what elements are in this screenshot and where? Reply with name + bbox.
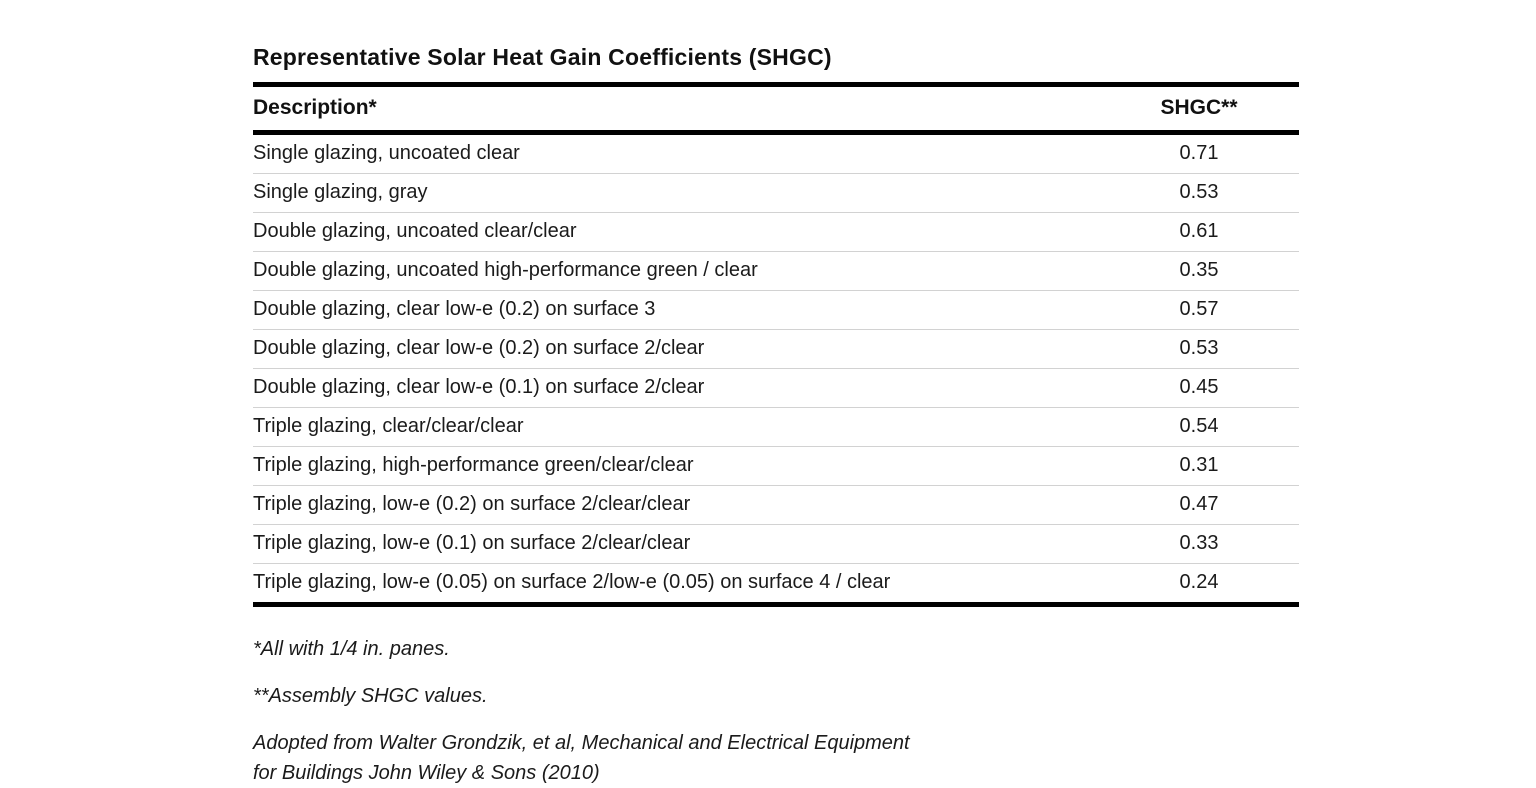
table-row: Triple glazing, high-performance green/c… xyxy=(253,446,1299,486)
footnote-source-line2: for Buildings John Wiley & Sons (2010) xyxy=(253,762,600,784)
table-row: Triple glazing, low-e (0.05) on surface … xyxy=(253,564,1299,605)
row-description: Single glazing, gray xyxy=(253,173,1099,213)
table-title: Representative Solar Heat Gain Coefficie… xyxy=(253,44,832,70)
row-description: Triple glazing, high-performance green/c… xyxy=(253,446,1099,486)
row-shgc-value: 0.53 xyxy=(1099,173,1299,213)
table-row: Single glazing, gray 0.53 xyxy=(253,173,1299,213)
table-row: Single glazing, uncoated clear 0.71 xyxy=(253,132,1299,174)
footnote-source-line1: Adopted from Walter Grondzik, et al, Mec… xyxy=(253,732,910,754)
row-shgc-value: 0.54 xyxy=(1099,407,1299,447)
table-row: Triple glazing, low-e (0.1) on surface 2… xyxy=(253,524,1299,564)
row-description: Double glazing, clear low-e (0.2) on sur… xyxy=(253,329,1099,369)
footnotes: *All with 1/4 in. panes. **Assembly SHGC… xyxy=(253,634,1299,788)
table-body: Single glazing, uncoated clear 0.71 Single… xyxy=(253,132,1299,605)
row-description: Double glazing, clear low-e (0.2) on sur… xyxy=(253,290,1099,330)
row-description: Triple glazing, low-e (0.2) on surface 2… xyxy=(253,485,1099,525)
table-header-row: Description* SHGC** xyxy=(253,84,1299,135)
row-shgc-value: 0.57 xyxy=(1099,290,1299,330)
footnote-assembly: **Assembly SHGC values. xyxy=(253,685,488,707)
row-description: Triple glazing, clear/clear/clear xyxy=(253,407,1099,447)
row-shgc-value: 0.53 xyxy=(1099,329,1299,369)
table-row: Triple glazing, clear/clear/clear 0.54 xyxy=(253,407,1299,447)
row-shgc-value: 0.45 xyxy=(1099,368,1299,408)
column-header-description: Description* xyxy=(253,84,1099,135)
document-content: Representative Solar Heat Gain Coefficie… xyxy=(253,44,1299,788)
row-description: Double glazing, uncoated clear/clear xyxy=(253,212,1099,252)
shgc-table: Description* SHGC** Single glazing, unco… xyxy=(253,82,1299,607)
row-description: Double glazing, clear low-e (0.1) on sur… xyxy=(253,368,1099,408)
table-row: Double glazing, clear low-e (0.2) on sur… xyxy=(253,329,1299,369)
row-description: Triple glazing, low-e (0.05) on surface … xyxy=(253,571,891,593)
row-description: Triple glazing, low-e (0.1) on surface 2… xyxy=(253,524,1099,564)
table-row: Triple glazing, low-e (0.2) on surface 2… xyxy=(253,485,1299,525)
table-row: Double glazing, uncoated clear/clear 0.61 xyxy=(253,212,1299,252)
table-header: Description* SHGC** xyxy=(253,84,1299,135)
table-row: Double glazing, clear low-e (0.2) on sur… xyxy=(253,290,1299,330)
column-header-shgc: SHGC** xyxy=(1099,84,1299,135)
row-description: Single glazing, uncoated clear xyxy=(253,132,1099,174)
row-shgc-value: 0.35 xyxy=(1099,251,1299,291)
footnote-panes: *All with 1/4 in. panes. xyxy=(253,638,450,660)
table-row: Double glazing, uncoated high-performanc… xyxy=(253,251,1299,291)
footnote-source: Adopted from Walter Grondzik, et al, Mec… xyxy=(253,728,1299,788)
row-shgc-value: 0.24 xyxy=(1179,571,1219,593)
row-shgc-value: 0.33 xyxy=(1099,524,1299,564)
table-row: Double glazing, clear low-e (0.1) on sur… xyxy=(253,368,1299,408)
row-shgc-value: 0.31 xyxy=(1099,446,1299,486)
row-shgc-value: 0.47 xyxy=(1099,485,1299,525)
row-shgc-value: 0.71 xyxy=(1099,132,1299,174)
row-description: Double glazing, uncoated high-performanc… xyxy=(253,251,1099,291)
row-shgc-value: 0.61 xyxy=(1099,212,1299,252)
